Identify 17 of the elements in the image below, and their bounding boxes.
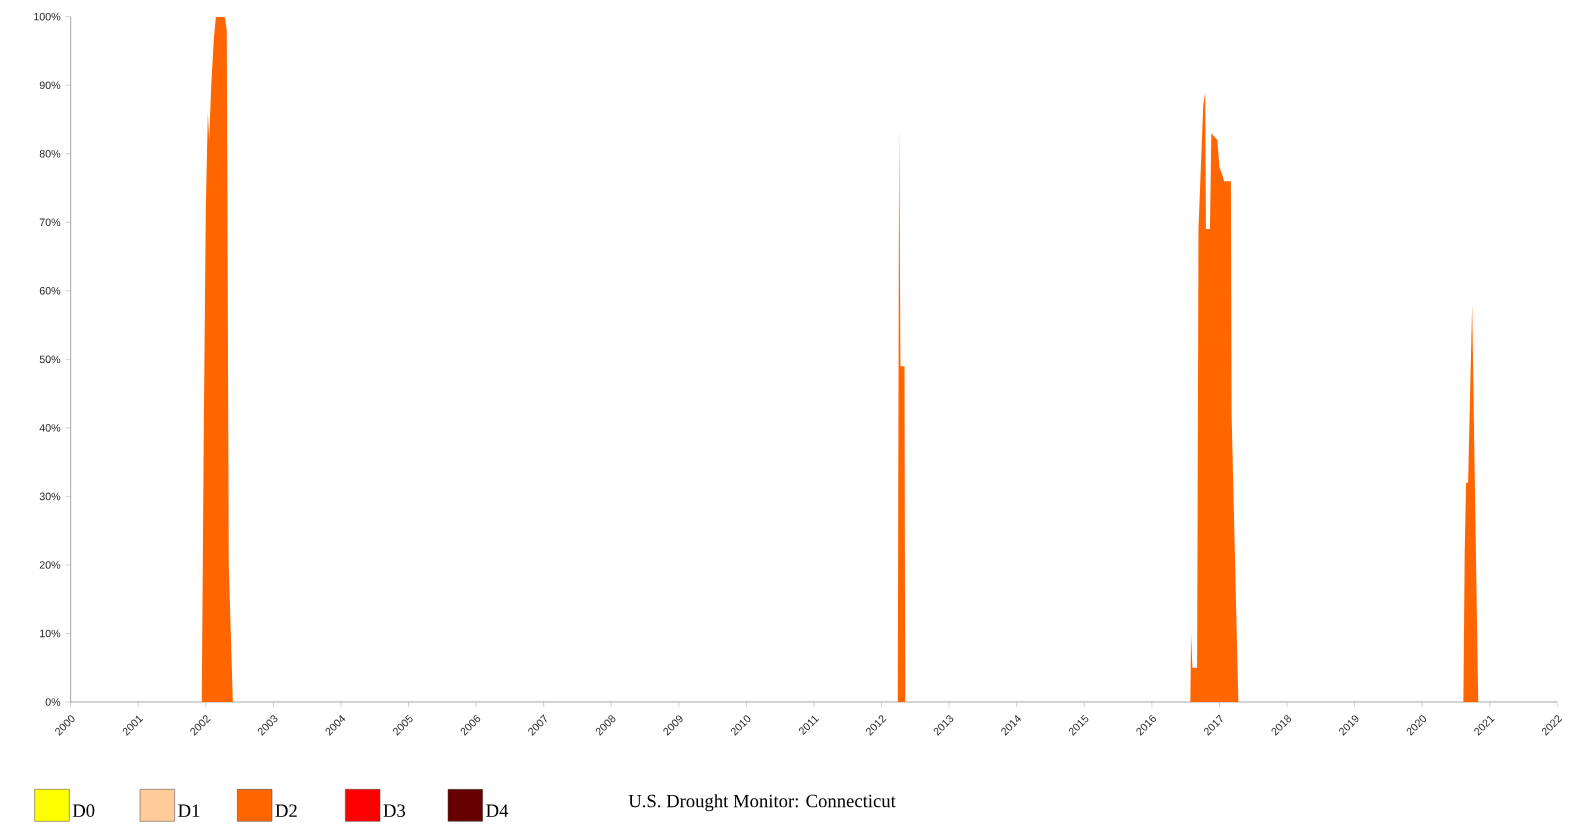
legend-label: D0 [72, 804, 95, 817]
y-tick-label: 20% [39, 561, 61, 569]
y-tick-label: 10% [40, 629, 61, 638]
y-tick-label: 90% [39, 81, 61, 89]
y-tick-label: 50% [39, 355, 61, 364]
text: U.S. Drought Monitor: Connecticut [628, 794, 896, 812]
y-tick-label: 80% [39, 149, 61, 158]
y-tick-label: 30% [39, 492, 61, 501]
y-tick-label: 70% [39, 218, 61, 227]
y-tick-label: 0% [45, 698, 61, 706]
y-tick-label: 100% [34, 12, 61, 21]
y-tick-label: 40% [39, 424, 61, 432]
legend-label: D1 [178, 804, 200, 817]
legend-label: D2 [275, 804, 297, 817]
y-tick-label: 60% [39, 287, 61, 295]
legend-label: D3 [383, 804, 406, 817]
legend-label: D4 [486, 804, 509, 817]
